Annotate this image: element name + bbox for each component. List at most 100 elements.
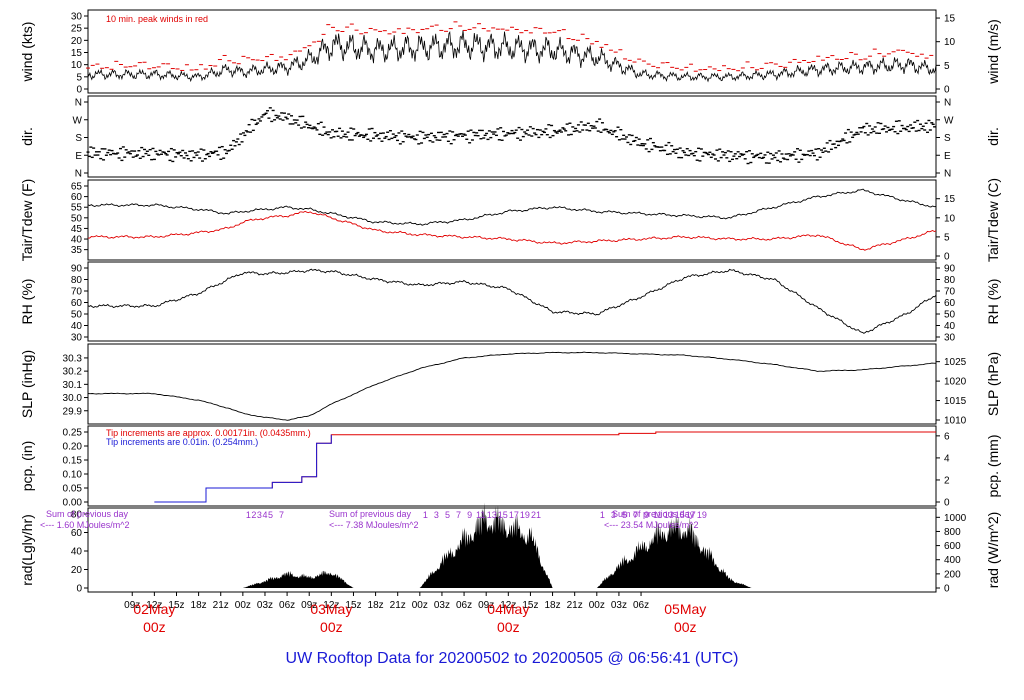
x-tick-label: 21z xyxy=(567,600,583,611)
y-axis-label-right: dir. xyxy=(985,127,1001,146)
y-tick-label: 0.20 xyxy=(63,442,83,453)
y-tick-label: 30.2 xyxy=(63,367,83,378)
rad-hour-marker: 7 xyxy=(279,510,284,520)
y-tick-label: 40 xyxy=(71,547,83,558)
rad-hour-marker: 11 xyxy=(653,510,662,520)
slp-line xyxy=(87,351,937,421)
y-tick-label-right: 10 xyxy=(944,213,956,224)
rad-sum-value: <--- 7.38 MJoules/m^2 xyxy=(329,520,419,530)
y-tick-label: 0 xyxy=(76,584,82,595)
y-tick-label-right: 1000 xyxy=(944,513,967,524)
rad-sum-label: Sum of previous day xyxy=(329,509,412,519)
rad-hour-marker: 19 xyxy=(520,510,530,520)
x-tick-label: 09z xyxy=(301,600,317,611)
y-tick-label-right: S xyxy=(944,133,951,144)
y-axis-label-right: RH (%) xyxy=(985,279,1001,325)
y-tick-label-right: 0 xyxy=(944,252,950,263)
x-tick-label: 00z xyxy=(412,600,428,611)
panel-frame xyxy=(87,95,937,178)
rad-hour-marker: 15 xyxy=(498,510,508,520)
y-tick-label-right: 2 xyxy=(944,475,950,486)
y-tick-label: 60 xyxy=(71,192,83,203)
y-tick-label: 55 xyxy=(71,203,83,214)
x-tick-label: 12z xyxy=(500,600,516,611)
rad-hour-marker: 13 xyxy=(664,510,674,520)
panel-frame xyxy=(87,343,937,425)
y-tick-label-right: W xyxy=(944,115,954,126)
rad-hour-marker: 15 xyxy=(675,510,685,520)
rad-hour-marker: 19 xyxy=(697,510,707,520)
x-tick-label: 06z xyxy=(456,600,472,611)
y-tick-label-right: 40 xyxy=(944,321,956,332)
y-tick-label: 30 xyxy=(71,12,83,23)
y-tick-label: N xyxy=(75,98,82,109)
x-tick-label: 15z xyxy=(345,600,361,611)
y-tick-label: 30 xyxy=(71,333,83,344)
y-tick-label-right: 5 xyxy=(944,232,950,243)
day-label: 00z xyxy=(320,619,343,635)
wind-line xyxy=(87,30,937,83)
panel-frame xyxy=(87,179,937,261)
y-tick-label-right: 70 xyxy=(944,287,956,298)
x-tick-label: 12z xyxy=(323,600,339,611)
y-tick-label: 20 xyxy=(71,36,83,47)
y-axis-label-right: SLP (hPa) xyxy=(985,352,1001,416)
day-label: 04May xyxy=(487,601,529,617)
rad-hour-marker: 1 xyxy=(246,510,251,520)
y-tick-label-right: 800 xyxy=(944,527,961,538)
rad-hour-marker: 7 xyxy=(633,510,638,520)
y-tick-label: 60 xyxy=(71,298,83,309)
x-tick-label: 18z xyxy=(191,600,207,611)
panel-frame xyxy=(87,9,937,94)
y-axis-label-right: pcp. (mm) xyxy=(985,435,1001,498)
y-tick-label: 0 xyxy=(76,85,82,96)
x-tick-label: 09z xyxy=(124,600,140,611)
x-tick-label: 09z xyxy=(478,600,494,611)
rh-line xyxy=(87,268,937,334)
rad-sum-label: Sum of previous day xyxy=(46,509,129,519)
y-axis-label: pcp. (in) xyxy=(19,441,35,492)
y-tick-label-right: 30 xyxy=(944,333,956,344)
rad-hour-marker: 9 xyxy=(467,510,472,520)
y-axis-label: wind (kts) xyxy=(19,22,35,83)
rad-hour-marker: 1 xyxy=(600,510,605,520)
x-tick-label: 03z xyxy=(257,600,273,611)
y-tick-label-right: 0 xyxy=(944,498,950,509)
y-tick-label: 5 xyxy=(76,72,82,83)
y-tick-label: 40 xyxy=(71,235,83,246)
y-tick-label-right: 6 xyxy=(944,431,950,442)
rad-hour-marker: 9 xyxy=(644,510,649,520)
y-tick-label-right: 60 xyxy=(944,298,956,309)
x-tick-label: 03z xyxy=(611,600,627,611)
rad-hour-marker: 11 xyxy=(476,510,485,520)
day-label: 00z xyxy=(674,619,697,635)
y-tick-label: 50 xyxy=(71,310,83,321)
day-label: 05May xyxy=(664,601,706,617)
y-tick-label: 20 xyxy=(71,565,83,576)
y-tick-label-right: 1010 xyxy=(944,416,967,427)
y-tick-label-right: 15 xyxy=(944,194,956,205)
y-axis-label-right: Tair/Tdew (C) xyxy=(985,178,1001,262)
y-tick-label-right: 0 xyxy=(944,584,950,595)
y-tick-label-right: E xyxy=(944,151,951,162)
y-tick-label-right: 400 xyxy=(944,555,961,566)
y-tick-label: 25 xyxy=(71,24,83,35)
y-axis-label: RH (%) xyxy=(19,279,35,325)
y-tick-label: 90 xyxy=(71,264,83,275)
y-axis-label: dir. xyxy=(19,127,35,146)
y-tick-label: 45 xyxy=(71,224,83,235)
rad-hour-marker: 3 xyxy=(434,510,439,520)
page-title: UW Rooftop Data for 20200502 to 20200505… xyxy=(285,650,739,667)
y-tick-label: 35 xyxy=(71,245,83,256)
y-tick-label: 15 xyxy=(71,48,83,59)
y-axis-label-right: rad (W/m^2) xyxy=(985,512,1001,589)
day-label: 02May xyxy=(133,601,175,617)
y-tick-label-right: 50 xyxy=(944,310,956,321)
panel-frame xyxy=(87,425,937,507)
rad-hour-marker: 7 xyxy=(456,510,461,520)
y-tick-label-right: 0 xyxy=(944,85,950,96)
y-tick-label-right: 5 xyxy=(944,61,950,72)
pcp-tip-line xyxy=(154,434,332,503)
rad-sum-label: Sum of previous day xyxy=(612,509,695,519)
rad-hour-marker: 5 xyxy=(268,510,273,520)
